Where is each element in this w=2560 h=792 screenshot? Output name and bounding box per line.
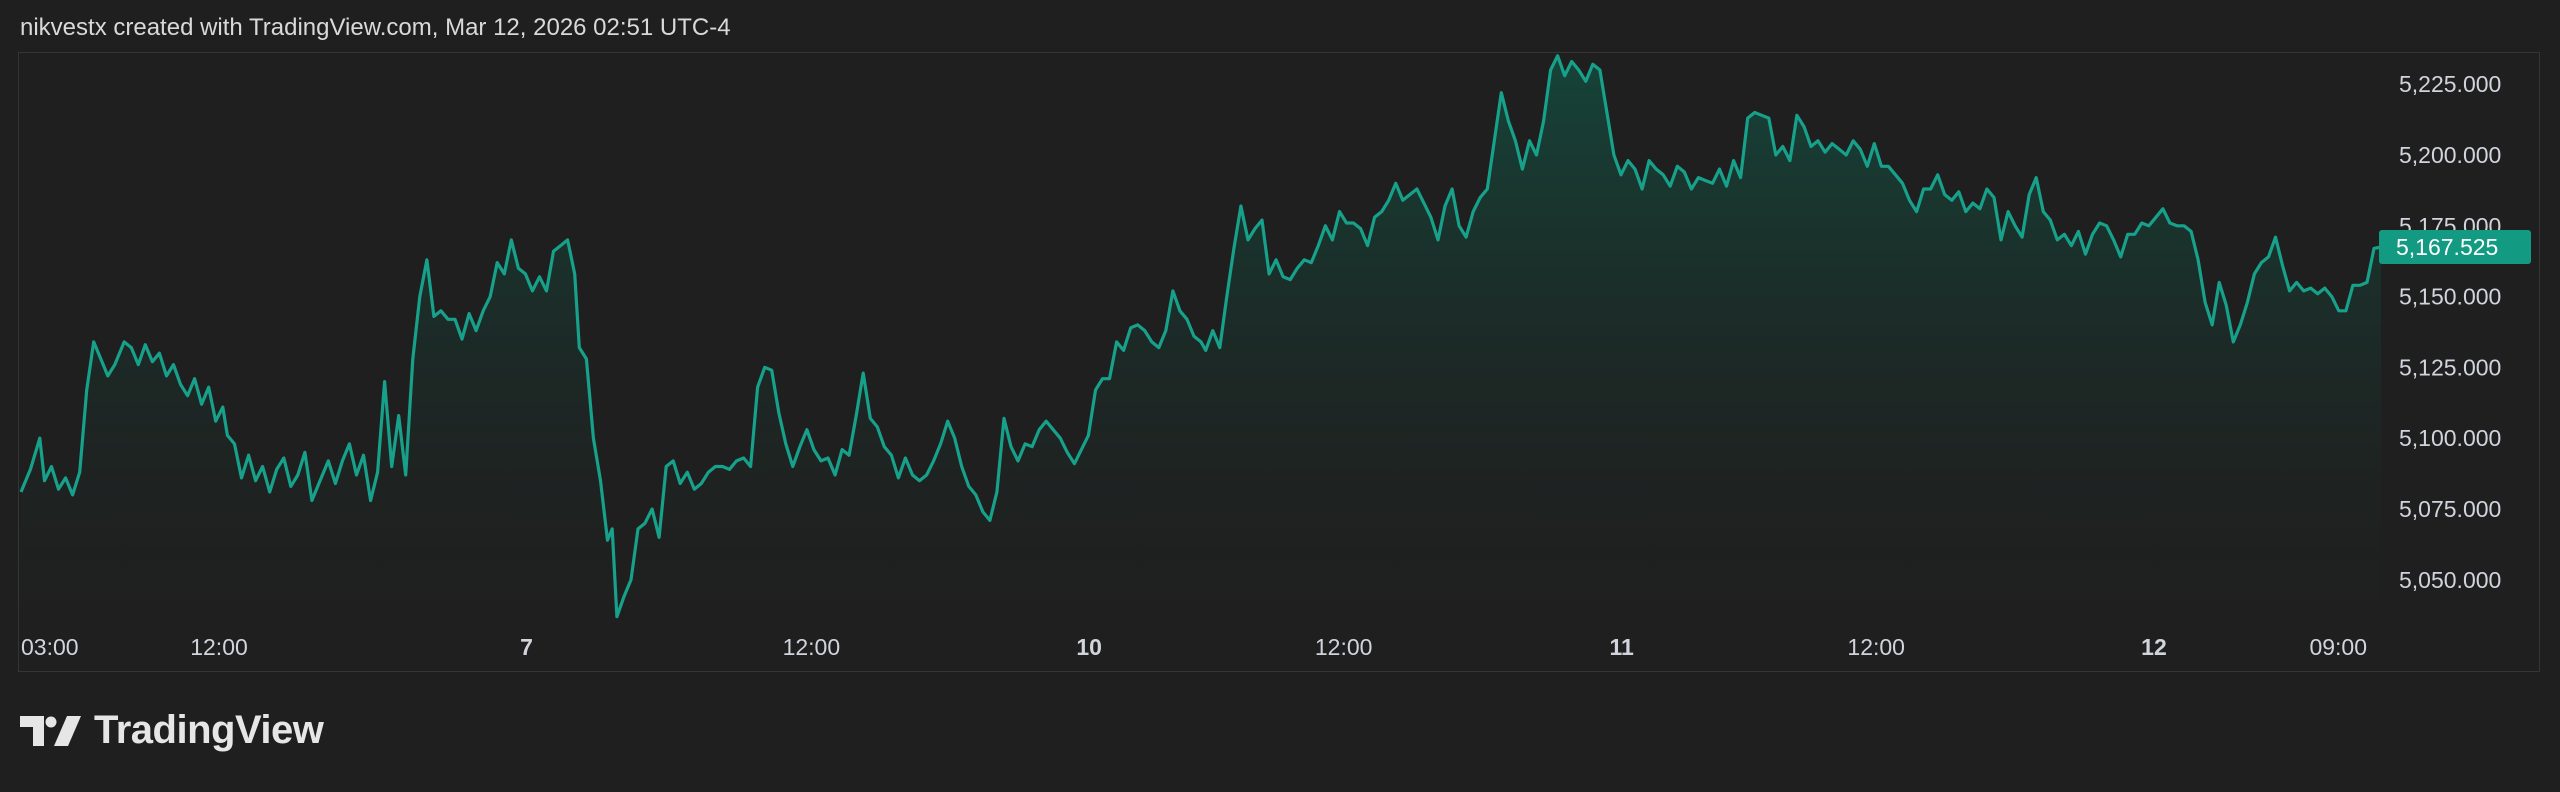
time-tick-label: 10	[1076, 634, 1102, 660]
price-axis: 5,225.0005,200.0005,175.0005,150.0005,12…	[2399, 71, 2501, 593]
brand-name: TradingView	[94, 708, 324, 752]
price-tick-label: 5,100.000	[2399, 425, 2501, 451]
brand-footer[interactable]: TradingView	[20, 708, 324, 753]
price-tick-label: 5,125.000	[2399, 354, 2501, 380]
time-tick-label: 03:00	[21, 634, 79, 660]
time-tick-label: 12:00	[1847, 634, 1905, 660]
price-area-fill	[21, 55, 2382, 629]
price-tick-label: 5,050.000	[2399, 567, 2501, 593]
price-tick-label: 5,225.000	[2399, 71, 2501, 97]
price-tick-label: 5,150.000	[2399, 284, 2501, 310]
chart-caption: nikvestx created with TradingView.com, M…	[20, 14, 731, 41]
time-axis: 03:00 12:00 7 12:00 10 12:00 11 12:00 12 09:00	[21, 634, 2367, 660]
time-tick-label: 12:00	[190, 634, 248, 660]
price-line[interactable]	[19, 54, 2382, 619]
last-price-tag: 5,167.525	[2379, 229, 2531, 264]
time-tick-label: 09:00	[2309, 634, 2367, 660]
last-price-badge	[2379, 229, 2531, 264]
price-tick-label: 5,200.000	[2399, 142, 2501, 168]
time-tick-label: 12:00	[1315, 634, 1373, 660]
chart-panel[interactable]: 5,225.000 5,200.000 5,175.000 5,150.000 5,12…	[18, 52, 2540, 672]
time-tick-label: 12:00	[783, 634, 841, 660]
time-tick-label: 12	[2141, 634, 2167, 660]
time-tick-label: 11	[1610, 634, 1635, 660]
tradingview-logo-icon	[20, 715, 81, 746]
time-tick-label: 7	[520, 634, 533, 660]
price-chart[interactable]: 5,225.0005,200.0005,175.0005,150.0005,12…	[19, 53, 2541, 673]
price-tick-label: 5,075.000	[2399, 496, 2501, 522]
last-price-label: 5,167.525	[2396, 234, 2498, 260]
